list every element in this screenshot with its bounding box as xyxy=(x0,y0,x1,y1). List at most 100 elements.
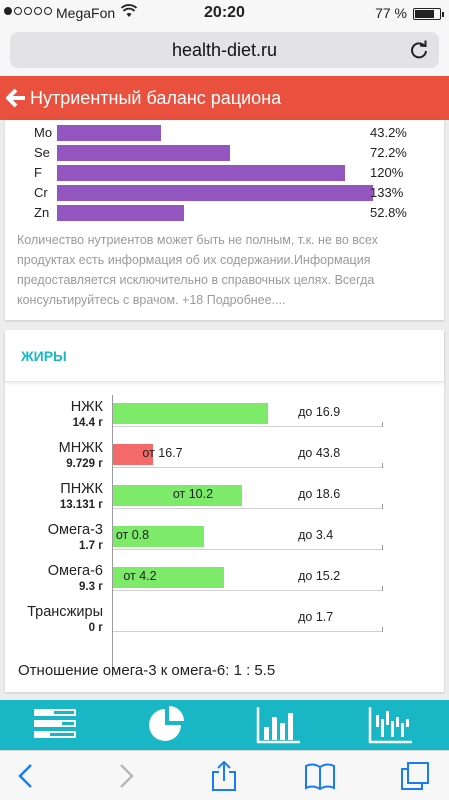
page-header: Нутриентный баланс рациона xyxy=(0,76,449,120)
fat-track-end xyxy=(382,545,383,550)
bookmarks-icon[interactable] xyxy=(305,761,335,791)
mineral-name: F xyxy=(34,165,42,180)
fat-name: Трансжиры xyxy=(27,604,103,620)
fat-track-end xyxy=(382,586,383,591)
omega-ratio: Отношение омега-3 к омега-6: 1 : 5.5 xyxy=(18,662,276,679)
fat-range-max: до 1.7 xyxy=(298,610,334,624)
fat-track-end xyxy=(382,627,383,632)
fat-track-end xyxy=(382,504,383,509)
fat-range-max: до 18.6 xyxy=(298,487,341,501)
stats-chart-icon xyxy=(368,707,412,744)
fat-name: НЖК xyxy=(70,399,103,415)
mineral-percent: 133% xyxy=(370,185,404,200)
fat-amount: 1.7 г xyxy=(79,540,103,552)
fat-track xyxy=(113,508,382,509)
bar-chart-icon xyxy=(256,707,300,744)
fat-range-min: от 16.7 xyxy=(142,446,183,460)
list-bars-icon xyxy=(34,709,76,738)
status-bar: MegaFon 20:20 77 % xyxy=(0,0,449,26)
fat-amount: 14.4 г xyxy=(72,417,103,429)
fat-row: МНЖК 9.729 г от 16.7 до 43.8 xyxy=(5,439,444,479)
fat-track xyxy=(113,590,382,591)
fat-row: Омега-3 1.7 г от 0.8 до 3.4 xyxy=(5,521,444,561)
fat-track xyxy=(113,426,382,427)
fat-amount: 0 г xyxy=(88,622,103,634)
fat-range-max: до 3.4 xyxy=(298,528,334,542)
fat-bar xyxy=(113,567,225,588)
url-field[interactable]: health-diet.ru xyxy=(10,32,439,68)
fat-range-min: от 4.2 xyxy=(123,569,157,583)
mineral-row: Mo 43.2% xyxy=(5,123,444,143)
chart-axis xyxy=(112,395,113,677)
fat-bar xyxy=(113,526,205,547)
mineral-name: Se xyxy=(34,145,50,160)
fat-track-end xyxy=(382,463,383,468)
mineral-percent: 72.2% xyxy=(370,145,407,160)
fat-bar xyxy=(113,444,154,465)
tabs-icon[interactable] xyxy=(400,761,430,791)
mineral-name: Mo xyxy=(34,125,53,140)
fat-bar xyxy=(113,403,269,424)
mineral-bar xyxy=(57,205,184,221)
bottom-nav xyxy=(0,700,449,750)
page-title: Нутриентный баланс рациона xyxy=(30,88,282,108)
url-text: health-diet.ru xyxy=(171,40,278,60)
mineral-percent: 120% xyxy=(370,165,404,180)
browser-toolbar xyxy=(0,750,449,800)
fat-track xyxy=(113,467,382,468)
fat-range-min: от 0.8 xyxy=(115,528,150,542)
address-bar: health-diet.ru xyxy=(0,26,449,76)
disclaimer-text[interactable]: Количество нутриентов может быть не полн… xyxy=(17,233,378,307)
fat-name: ПНЖК xyxy=(60,481,103,497)
fat-name: МНЖК xyxy=(58,440,103,456)
back-arrow-icon[interactable] xyxy=(12,761,42,791)
mineral-percent: 43.2% xyxy=(370,125,407,140)
minerals-card: Mo 43.2% Se 72.2% F 120% Cr 133% Zn 52.8% Количес… xyxy=(5,120,444,320)
fat-track-end xyxy=(382,422,383,427)
carrier-name: MegaFon xyxy=(56,5,116,21)
fat-bar xyxy=(113,485,242,506)
fat-row: НЖК 14.4 г до 16.9 xyxy=(5,398,444,438)
fat-range-max: до 43.8 xyxy=(298,446,341,460)
pie-chart-icon xyxy=(149,706,184,741)
mineral-name: Cr xyxy=(34,185,48,200)
fat-name: Омега-3 xyxy=(47,522,103,538)
nav-stats-button[interactable] xyxy=(336,700,448,750)
fat-row: ПНЖК 13.131 г от 10.2 до 18.6 xyxy=(5,480,444,520)
fat-name: Омега-6 xyxy=(47,563,103,579)
mineral-bar xyxy=(57,165,345,181)
mineral-row: Cr 133% xyxy=(5,183,444,203)
nav-pie-button[interactable] xyxy=(112,700,224,750)
mineral-percent: 52.8% xyxy=(370,205,407,220)
share-icon[interactable] xyxy=(209,761,239,791)
wifi-icon xyxy=(121,4,137,17)
fats-header[interactable]: ЖИРЫ xyxy=(5,330,444,382)
fat-row: Омега-6 9.3 г от 4.2 до 15.2 xyxy=(5,562,444,602)
fat-amount: 13.131 г xyxy=(59,499,103,511)
back-arrow-icon[interactable] xyxy=(6,88,26,108)
signal-strength-icon xyxy=(4,7,52,15)
forward-arrow-icon[interactable] xyxy=(110,761,140,791)
fat-range-max: до 15.2 xyxy=(298,569,341,583)
battery-icon xyxy=(413,8,444,20)
mineral-row: Se 72.2% xyxy=(5,143,444,163)
fat-track xyxy=(113,549,382,550)
mineral-bar xyxy=(57,185,373,201)
mineral-name: Zn xyxy=(34,205,50,220)
reload-icon[interactable] xyxy=(409,40,429,60)
nav-list-button[interactable] xyxy=(0,700,112,750)
battery-percent: 77 % xyxy=(375,5,407,21)
fat-range-max: до 16.9 xyxy=(298,405,341,419)
mineral-row: F 120% xyxy=(5,163,444,183)
fat-amount: 9.729 г xyxy=(66,458,103,470)
mineral-row: Zn 52.8% xyxy=(5,203,444,223)
fat-amount: 9.3 г xyxy=(79,581,103,593)
mineral-bar xyxy=(57,125,161,141)
fats-card: ЖИРЫ НЖК 14.4 г до 16.9 МНЖК 9.729 г от 16.7 д… xyxy=(5,330,444,692)
mineral-bar xyxy=(57,145,231,161)
clock: 20:20 xyxy=(204,4,245,21)
fats-title: ЖИРЫ xyxy=(21,348,67,364)
fat-range-min: от 10.2 xyxy=(172,487,214,501)
fat-row: Трансжиры 0 г до 1.7 xyxy=(5,603,444,643)
nav-bars-button[interactable] xyxy=(224,700,336,750)
